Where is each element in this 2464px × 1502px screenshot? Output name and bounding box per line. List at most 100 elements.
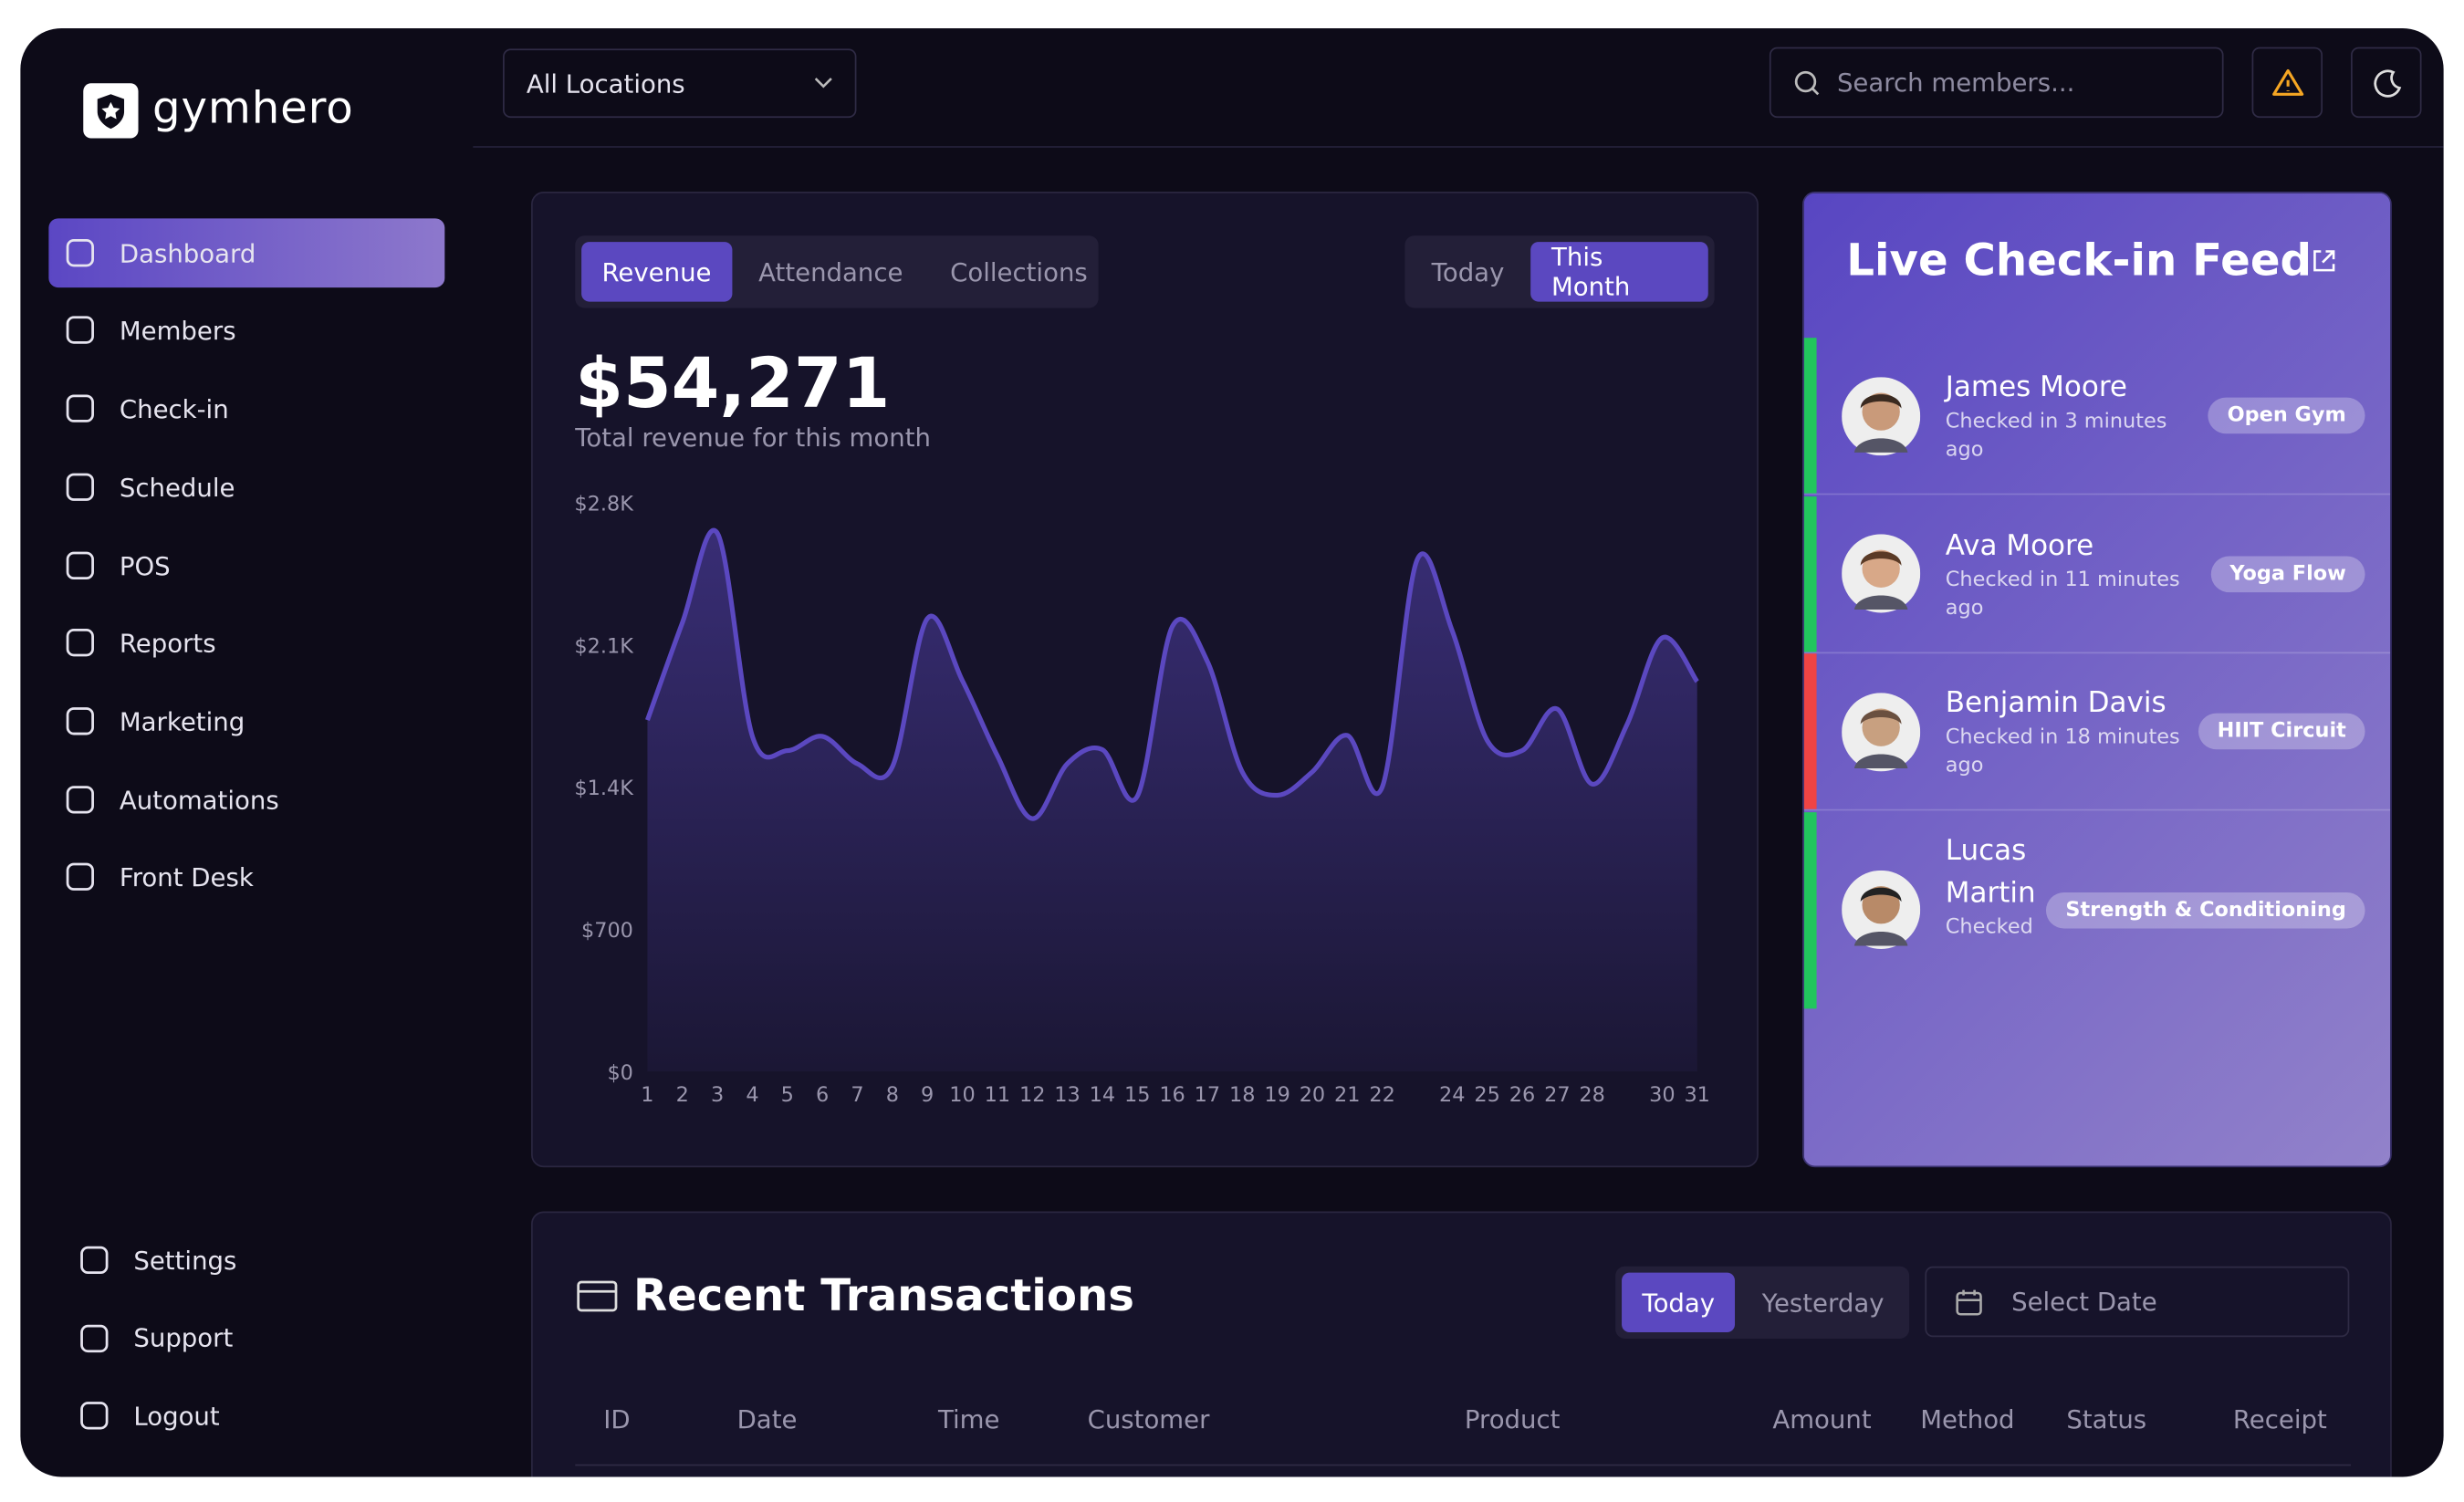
status-indicator — [1803, 811, 1817, 1008]
tab[interactable]: Today — [1622, 1272, 1736, 1333]
x-tick-label: 14 — [1090, 1083, 1115, 1107]
nav-icon — [80, 1246, 109, 1275]
column-header: Product — [1464, 1404, 1561, 1434]
nav-item[interactable]: Front Desk — [48, 842, 444, 912]
x-tick-label: 17 — [1195, 1083, 1220, 1107]
tab[interactable]: Yesterday — [1761, 1287, 1885, 1318]
nav-item[interactable]: Marketing — [48, 686, 444, 756]
class-badge: HIIT Circuit — [2198, 713, 2365, 750]
nav-label: Check-in — [119, 393, 229, 424]
location-label: All Locations — [526, 68, 685, 99]
nav-icon — [80, 1402, 109, 1430]
x-tick-label: 6 — [816, 1083, 829, 1107]
nav-label: Reports — [119, 627, 216, 658]
nav-label: Members — [119, 315, 236, 345]
x-tick-label: 26 — [1509, 1083, 1535, 1107]
x-tick-label: 1 — [641, 1083, 653, 1107]
column-header: ID — [603, 1404, 631, 1434]
class-badge: Open Gym — [2208, 397, 2365, 434]
x-tick-label: 21 — [1334, 1083, 1360, 1107]
x-tick-label: 30 — [1649, 1083, 1675, 1107]
status-indicator — [1803, 653, 1817, 809]
x-tick-label: 28 — [1579, 1083, 1604, 1107]
date-picker[interactable]: Select Date — [1925, 1266, 2350, 1338]
nav-label: Automations — [119, 785, 279, 815]
x-tick-label: 20 — [1300, 1083, 1325, 1107]
nav-label: Support — [133, 1322, 234, 1353]
alert-button[interactable] — [2251, 47, 2323, 119]
member-status: Checked — [1945, 915, 2033, 940]
member-status: Checked in 3 minutes ago — [1945, 410, 2167, 463]
x-tick-label: 11 — [985, 1083, 1010, 1107]
search-box[interactable]: Search members... — [1769, 47, 2224, 119]
feed-item: Benjamin Davis Checked in 18 minutes ago H… — [1803, 653, 2391, 811]
status-indicator — [1803, 495, 1817, 652]
x-tick-label: 2 — [676, 1083, 689, 1107]
member-status: Checked in 11 minutes ago — [1945, 568, 2180, 621]
app-frame: gymhero Dashboard Members Check-in Schedule… — [20, 27, 2444, 1477]
y-tick-label: $700 — [581, 919, 633, 943]
x-tick-label: 8 — [886, 1083, 899, 1107]
area — [647, 530, 1697, 1072]
y-tick-label: $1.4K — [574, 777, 634, 800]
nav-icon — [66, 786, 94, 814]
nav-icon — [66, 862, 94, 891]
tab[interactable]: Revenue — [581, 242, 732, 302]
x-tick-label: 22 — [1369, 1083, 1394, 1107]
x-tick-label: 3 — [711, 1083, 724, 1107]
nav-item[interactable]: POS — [48, 531, 444, 600]
member-info: Ava Moore Checked in 11 minutes ago — [1946, 524, 2189, 622]
metric-tabs: Revenue Attendance Collections — [575, 235, 1099, 308]
feed-title: Live Check-in Feed — [1846, 234, 2313, 287]
tab[interactable]: This Month — [1530, 242, 1708, 302]
open-external[interactable] — [2310, 246, 2338, 275]
tab[interactable]: Collections — [950, 256, 1088, 287]
header-divider — [473, 146, 2444, 148]
theme-button[interactable] — [2351, 47, 2422, 119]
period-tabs: Today This Month — [1404, 235, 1715, 308]
nav-item[interactable]: Schedule — [48, 453, 444, 522]
day-tabs: Today Yesterday — [1615, 1266, 1910, 1339]
nav-item[interactable]: Support — [63, 1303, 459, 1372]
avatar — [1842, 692, 1921, 771]
y-tick-label: $2.8K — [574, 493, 634, 516]
x-tick-label: 27 — [1544, 1083, 1570, 1107]
class-badge: Strength & Conditioning — [2046, 892, 2365, 928]
member-info: Benjamin Davis Checked in 18 minutes ago — [1946, 682, 2189, 780]
column-header: Time — [937, 1404, 1000, 1434]
nav-item[interactable]: Logout — [63, 1381, 459, 1450]
nav-item[interactable]: Members — [48, 296, 444, 365]
nav-label: Marketing — [119, 705, 245, 736]
y-tick-label: $0 — [607, 1061, 632, 1085]
revenue-total: $54,271 — [575, 344, 891, 424]
tab[interactable]: Today — [1431, 256, 1505, 287]
nav-item[interactable]: Reports — [48, 608, 444, 677]
column-header: Customer — [1087, 1404, 1210, 1434]
y-tick-label: $2.1K — [574, 634, 634, 658]
nav-item[interactable]: Settings — [63, 1226, 459, 1295]
nav-item[interactable]: Dashboard — [48, 218, 445, 288]
nav-item[interactable]: Automations — [48, 765, 444, 834]
nav-label: Schedule — [119, 472, 235, 503]
column-header: Receipt — [2232, 1404, 2327, 1434]
nav-label: Logout — [133, 1400, 220, 1431]
nav-icon — [80, 1323, 109, 1352]
location-select[interactable]: All Locations — [503, 48, 857, 119]
tab[interactable]: Attendance — [758, 256, 903, 287]
nav-label: Dashboard — [119, 237, 256, 268]
member-name: Ava Moore — [1945, 528, 2094, 562]
member-info: Lucas Martin Checked — [1946, 829, 2047, 943]
avatar — [1842, 376, 1921, 455]
nav-icon — [66, 707, 94, 735]
member-info: James Moore Checked in 3 minutes ago — [1946, 366, 2189, 464]
nav-item[interactable]: Check-in — [48, 374, 444, 443]
table-divider — [575, 1464, 2352, 1466]
x-tick-label: 13 — [1054, 1083, 1080, 1107]
x-tick-label: 19 — [1264, 1083, 1289, 1107]
avatar — [1842, 534, 1921, 613]
feed-item: James Moore Checked in 3 minutes ago Open … — [1803, 338, 2391, 495]
nav-label: POS — [119, 550, 171, 581]
transactions-panel: Recent Transactions Today Yesterday Selec… — [531, 1211, 2392, 1477]
date-placeholder: Select Date — [2011, 1287, 2157, 1317]
class-badge: Yoga Flow — [2210, 555, 2365, 592]
